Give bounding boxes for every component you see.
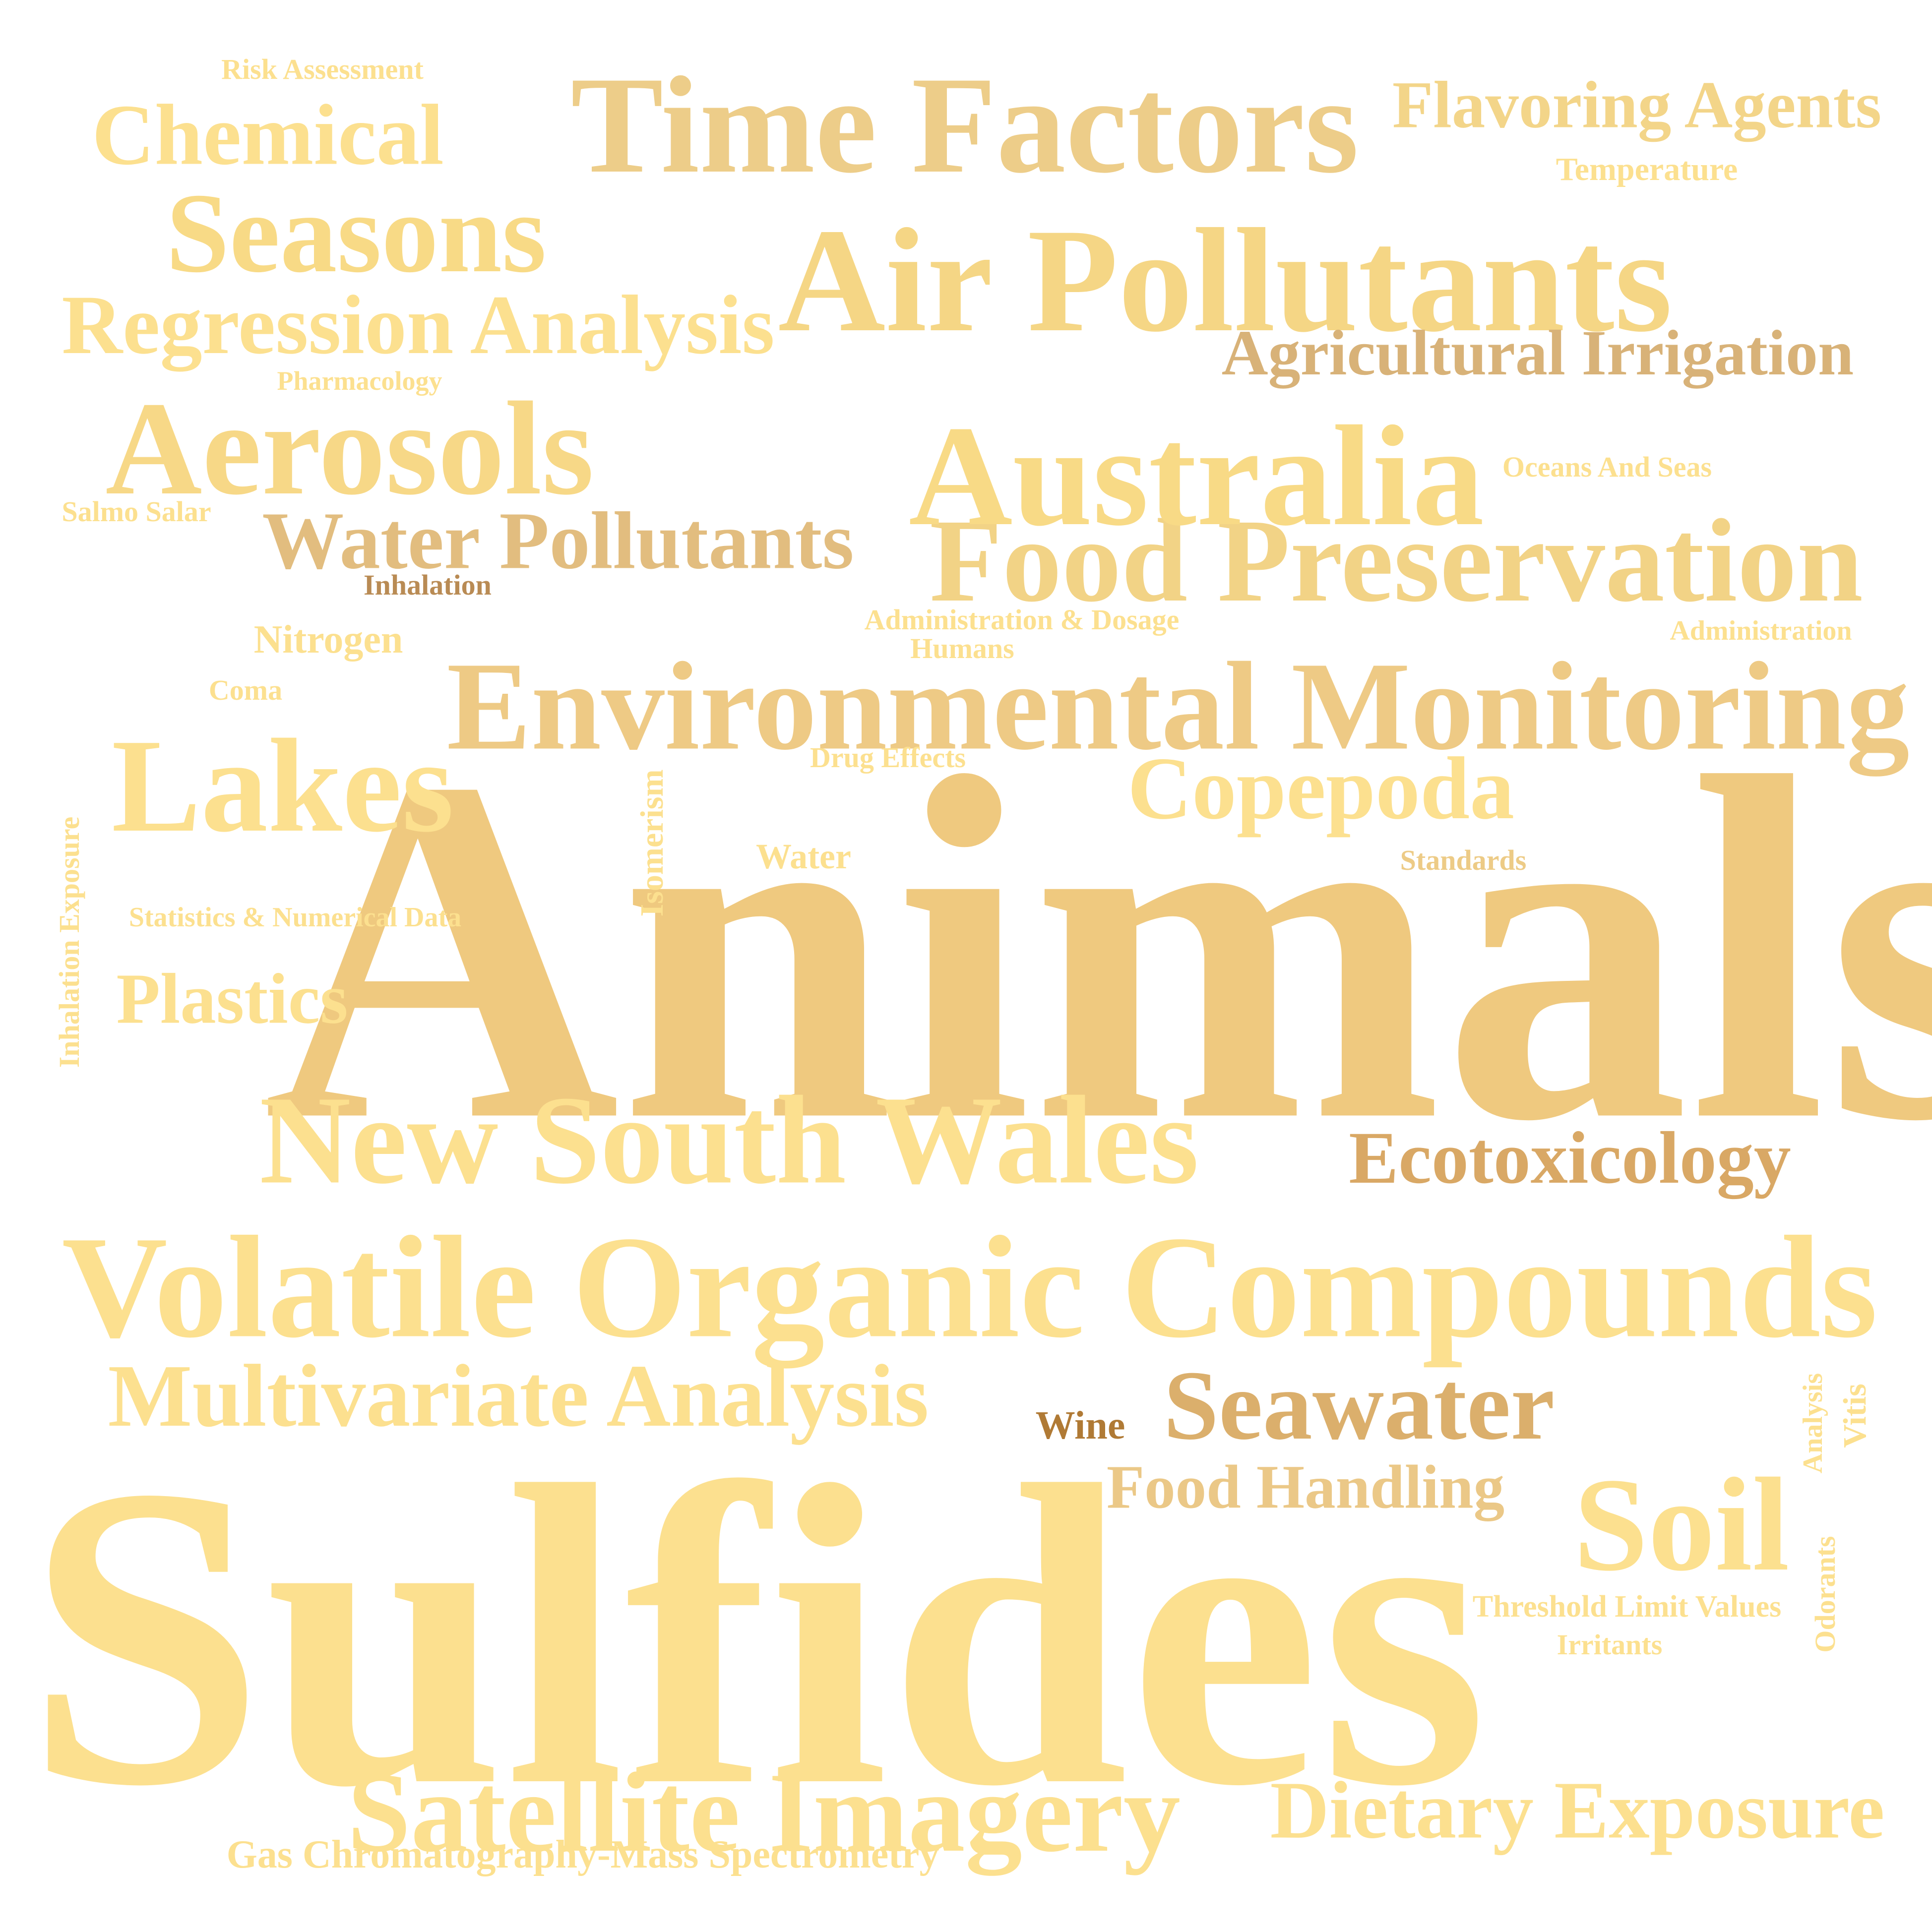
word-dietary-exposure: Dietary Exposure [1270, 1764, 1885, 1856]
word-wine: Wine [1035, 1404, 1125, 1448]
word-volatile-organic-compounds: Volatile Organic Compounds [62, 1206, 1878, 1368]
word-air-pollutants: Air Pollutants [778, 198, 1673, 362]
word-pharmacology: Pharmacology [277, 366, 442, 396]
word-drug-effects: Drug Effects [810, 741, 966, 774]
word-irritants: Irritants [1557, 1629, 1663, 1661]
word-water-pollutants: Water Pollutants [262, 495, 854, 586]
word-humans: Humans [910, 632, 1014, 664]
word-soil: Soil [1573, 1450, 1790, 1599]
word-new-south-wales: New South Wales [259, 1070, 1199, 1210]
word-standards: Standards [1400, 844, 1527, 876]
word-satellite-imagery: Satellite Imagery [347, 1749, 1181, 1875]
word-analysis: Analysis [1798, 1373, 1828, 1474]
word-administration: Administration [1670, 615, 1852, 646]
word-seasons: Seasons [166, 170, 547, 296]
word-odorants: Odorants [1809, 1536, 1841, 1653]
word-coma: Coma [208, 674, 283, 706]
word-flavoring-agents: Flavoring Agents [1392, 68, 1882, 142]
word-regression-analysis: Regression Analysis [62, 278, 775, 371]
word-threshold-limit-values: Threshold Limit Values [1472, 1590, 1782, 1624]
word-australia: Australia [909, 396, 1484, 555]
word-statistics-numerical-data: Statistics & Numerical Data [128, 902, 462, 933]
word-gas-chromatography-mass-spectrometry: Gas Chromatography-Mass Spectrometry [226, 1833, 939, 1876]
word-agricultural-irrigation: Agricultural Irrigation [1221, 317, 1854, 389]
word-temperature: Temperature [1556, 151, 1738, 187]
word-salmo-salar: Salmo Salar [62, 495, 211, 528]
word-copepoda: Copepoda [1127, 739, 1515, 838]
word-isomerism: Isomerism [634, 769, 670, 917]
word-ecotoxicology: Ecotoxicology [1349, 1117, 1791, 1199]
word-lakes: Lakes [111, 712, 454, 860]
word-plastics: Plastics [116, 959, 348, 1039]
word-food-handling: Food Handling [1106, 1453, 1505, 1522]
word-time-factors: Time Factors [570, 48, 1359, 202]
word-administration-dosage: Administration & Dosage [864, 604, 1180, 636]
word-seawater: Seawater [1163, 1351, 1555, 1460]
word-multivariate-analysis: Multivariate Analysis [108, 1346, 929, 1445]
word-sulfides: Sulfides [25, 1397, 1488, 1875]
word-nitrogen: Nitrogen [253, 618, 403, 662]
word-food-preservation: Food Preservation [930, 494, 1863, 626]
word-chemical: Chemical [92, 86, 444, 183]
word-aerosols: Aerosols [105, 374, 594, 523]
word-risk-assessment: Risk Assessment [221, 53, 424, 85]
word-inhalation-exposure: Inhalation Exposure [53, 816, 85, 1068]
word-animals: Animals [263, 676, 1932, 1223]
word-inhalation: Inhalation [364, 569, 492, 601]
word-oceans-and-seas: Oceans And Seas [1502, 451, 1712, 483]
word-vitis: Vitis [1837, 1384, 1873, 1448]
word-water: Water [756, 837, 851, 876]
word-environmental-monitoring: Environmental Monitoring [446, 636, 1910, 777]
